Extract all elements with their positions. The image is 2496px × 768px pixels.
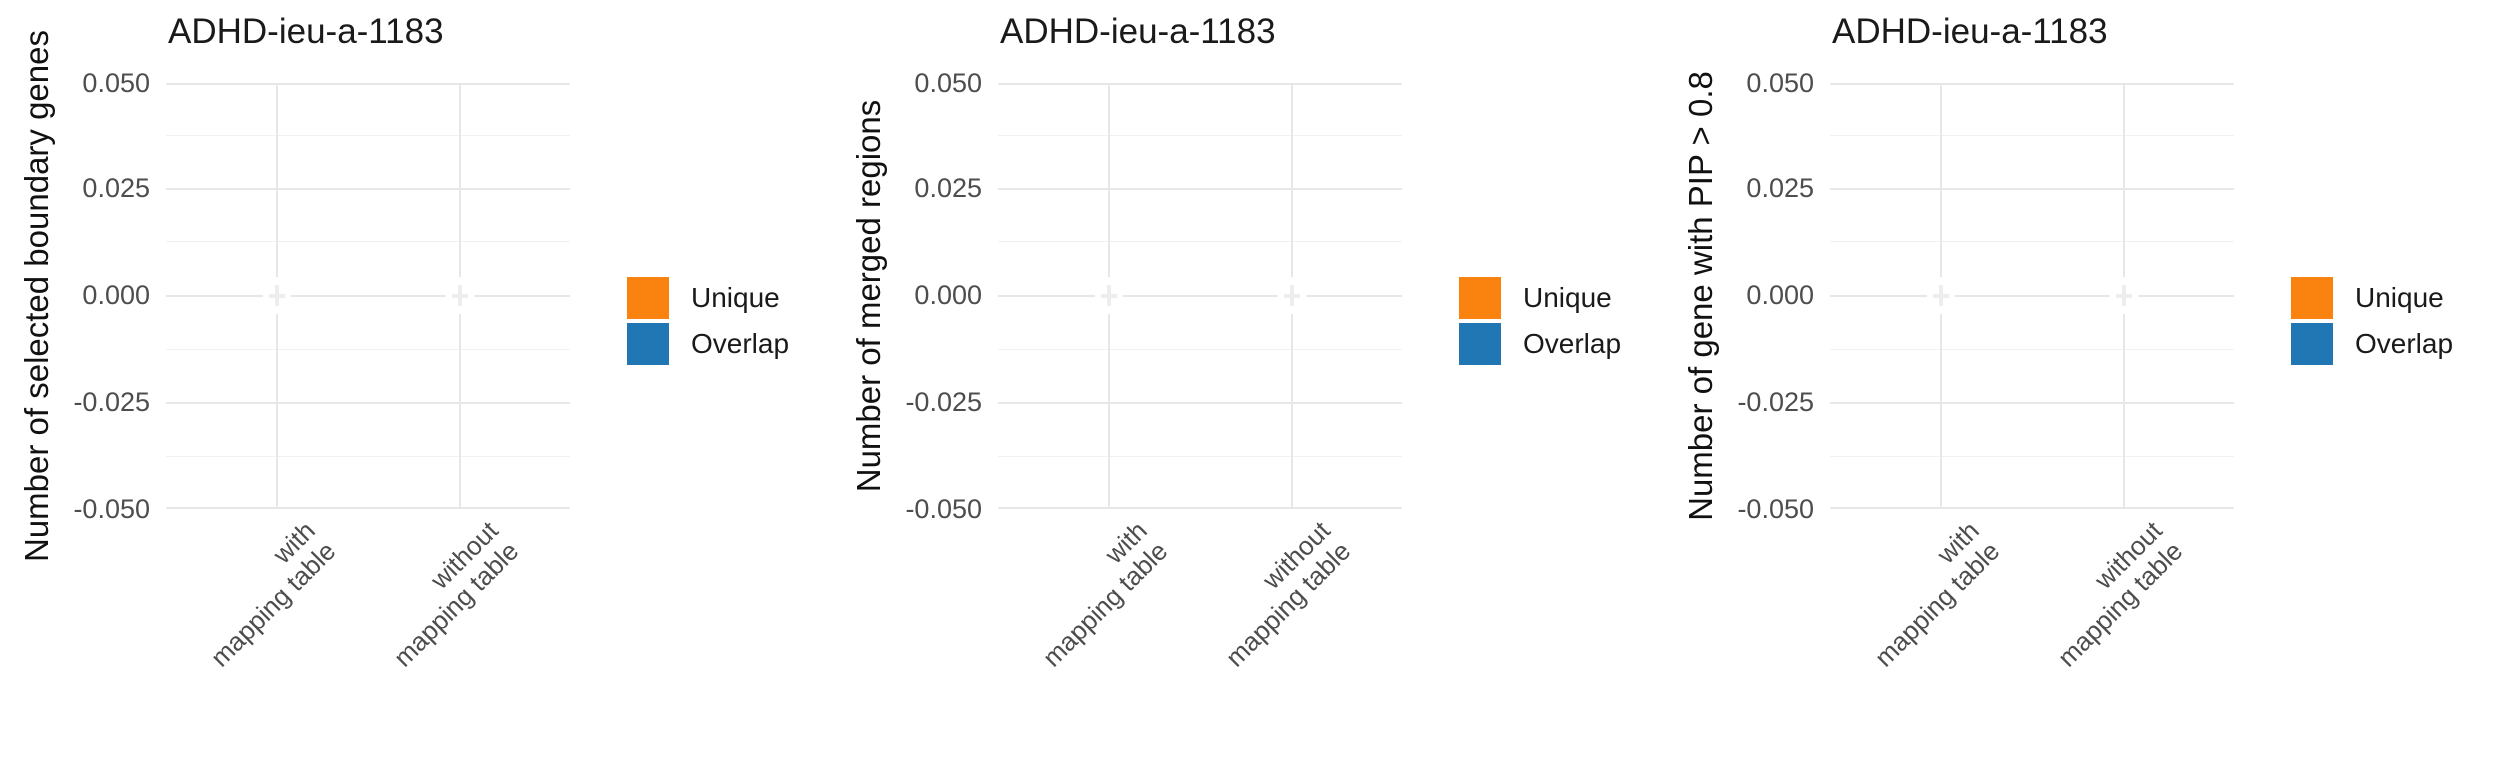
gridline-major [1830, 402, 2234, 404]
plot-panel [1830, 83, 2234, 509]
chart-genes-pip: ADHD-ieu-a-1183 Number of gene with PIP … [1664, 0, 2496, 768]
gridline-minor [1830, 135, 2234, 136]
x-tick-label-with: with mapping table [1848, 515, 2005, 672]
legend-swatch-overlap [627, 323, 669, 365]
legend-entry-overlap: Overlap [2291, 323, 2453, 365]
gridline-major [166, 83, 570, 85]
x-tick-label-without: without mapping table [367, 515, 524, 672]
y-tick-label: 0.025 [914, 173, 982, 203]
zero-mark-vertical [458, 285, 462, 306]
legend-entry-overlap: Overlap [1459, 323, 1621, 365]
plot-panel [998, 83, 1402, 509]
legend-swatch-unique [1459, 277, 1501, 319]
legend-label: Overlap [2355, 328, 2454, 359]
gridline-major [998, 83, 1402, 85]
y-tick-label: -0.025 [73, 387, 150, 417]
gridline-minor [1830, 349, 2234, 350]
y-tick-label: -0.050 [73, 494, 150, 524]
chart-selected-boundary-genes: ADHD-ieu-a-1183 Number of selected bound… [0, 0, 832, 768]
gridline-minor [166, 349, 570, 350]
gridline-major [998, 402, 1402, 404]
x-tick-label-with: with mapping table [184, 515, 341, 672]
gridline-major [1830, 295, 2234, 297]
gridline-major [1830, 188, 2234, 190]
y-tick-label: 0.025 [82, 173, 150, 203]
legend: Unique Overlap [627, 277, 789, 369]
gridline-major [998, 295, 1402, 297]
legend-swatch-overlap [2291, 323, 2333, 365]
legend-label: Unique [1523, 282, 1612, 313]
zero-mark-vertical [275, 285, 279, 306]
y-tick-label: 0.000 [914, 280, 982, 310]
legend-swatch-unique [627, 277, 669, 319]
gridline-major [166, 402, 570, 404]
x-tick-label-with: with mapping table [1016, 515, 1173, 672]
gridline-minor [998, 241, 1402, 242]
chart-title: ADHD-ieu-a-1183 [1000, 12, 1276, 51]
y-tick-label: -0.050 [905, 494, 982, 524]
y-tick-label: 0.050 [1746, 68, 1814, 98]
x-tick-label-without: without mapping table [1199, 515, 1356, 672]
legend-label: Overlap [1523, 328, 1622, 359]
y-tick-label: 0.050 [82, 68, 150, 98]
zero-mark-vertical [1290, 285, 1294, 306]
chart-merged-regions: ADHD-ieu-a-1183 Number of merged regions… [832, 0, 1664, 768]
zero-mark-vertical [1107, 285, 1111, 306]
gridline-minor [1830, 456, 2234, 457]
chart-title: ADHD-ieu-a-1183 [168, 12, 444, 51]
legend-entry-unique: Unique [627, 277, 789, 319]
y-tick-label: -0.050 [1737, 494, 1814, 524]
gridline-major [1830, 83, 2234, 85]
legend-swatch-overlap [1459, 323, 1501, 365]
legend-label: Unique [691, 282, 780, 313]
gridline-minor [998, 456, 1402, 457]
y-tick-label: 0.025 [1746, 173, 1814, 203]
y-tick-label: 0.050 [914, 68, 982, 98]
gridline-major [1830, 507, 2234, 509]
legend-entry-unique: Unique [2291, 277, 2453, 319]
chart-title: ADHD-ieu-a-1183 [1832, 12, 2108, 51]
gridline-major [166, 188, 570, 190]
gridline-minor [166, 135, 570, 136]
y-tick-label: 0.000 [1746, 280, 1814, 310]
legend: Unique Overlap [1459, 277, 1621, 369]
gridline-minor [998, 135, 1402, 136]
gridline-major [166, 295, 570, 297]
zero-mark-vertical [2122, 285, 2126, 306]
gridline-major [998, 188, 1402, 190]
legend-label: Unique [2355, 282, 2444, 313]
y-tick-label: -0.025 [1737, 387, 1814, 417]
gridline-minor [1830, 241, 2234, 242]
gridline-minor [166, 456, 570, 457]
gridline-major [998, 507, 1402, 509]
legend-label: Overlap [691, 328, 790, 359]
zero-mark-vertical [1939, 285, 1943, 306]
x-tick-label-without: without mapping table [2031, 515, 2188, 672]
gridline-minor [998, 349, 1402, 350]
legend-swatch-unique [2291, 277, 2333, 319]
legend-entry-overlap: Overlap [627, 323, 789, 365]
y-tick-label: -0.025 [905, 387, 982, 417]
legend: Unique Overlap [2291, 277, 2453, 369]
plot-panel [166, 83, 570, 509]
legend-entry-unique: Unique [1459, 277, 1621, 319]
gridline-minor [166, 241, 570, 242]
gridline-major [166, 507, 570, 509]
y-tick-label: 0.000 [82, 280, 150, 310]
